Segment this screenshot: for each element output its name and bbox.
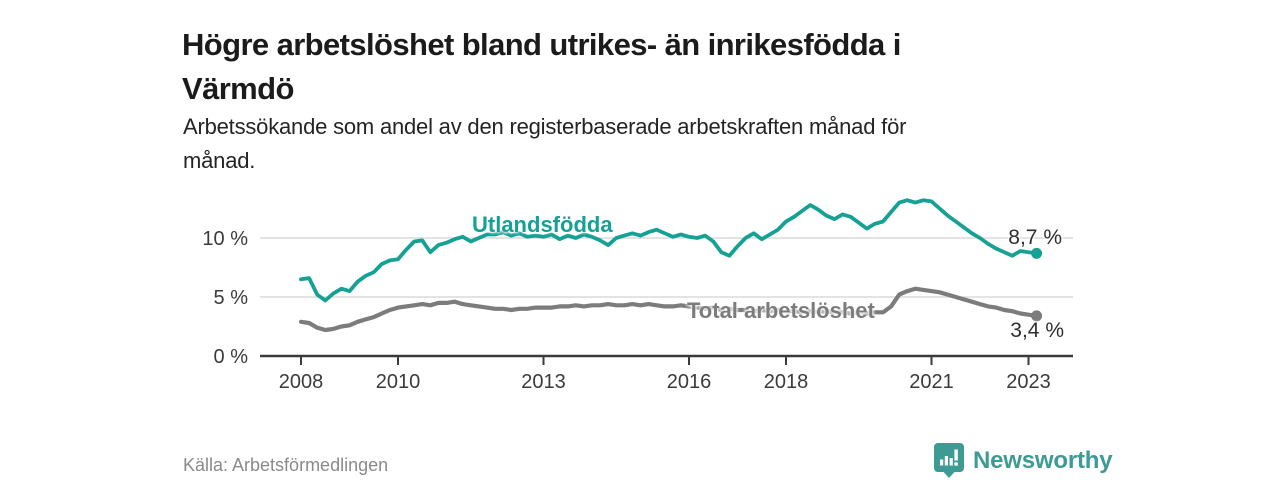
newsworthy-logo[interactable]: Newsworthy	[934, 443, 1113, 478]
series-end-dot-1	[1031, 310, 1043, 322]
chart-title: Högre arbetslöshet bland utrikes- än inr…	[182, 23, 1242, 111]
x-axis-tick-label: 2008	[279, 371, 324, 393]
bar-chart-bubble-icon	[934, 443, 964, 478]
end-value-label-total-arbetsloshet: 3,4 %	[1010, 319, 1064, 342]
x-axis-tick-label: 2013	[521, 371, 566, 393]
series-line-0	[299, 198, 1039, 303]
y-axis-tick-label: 0 %	[214, 346, 249, 368]
series-line-1	[298, 286, 1039, 333]
y-axis-tick-label: 10 %	[202, 228, 248, 250]
y-axis-tick-label: 5 %	[214, 287, 249, 309]
end-value-label-utlandsfodda: 8,7 %	[1008, 226, 1062, 249]
chart-title-line1: Högre arbetslöshet bland utrikes- än inr…	[182, 26, 901, 62]
chart-subtitle-line2: månad.	[183, 148, 256, 173]
chart-subtitle: Arbetssökande som andel av den registerb…	[183, 110, 1243, 178]
chart-subtitle-line1: Arbetssökande som andel av den registerb…	[183, 114, 907, 139]
chart-title-line2: Värmdö	[182, 70, 294, 106]
x-axis-tick-label: 2016	[667, 371, 712, 393]
x-axis-tick-label: 2010	[376, 371, 421, 393]
x-axis-tick-label: 2021	[909, 371, 954, 393]
x-axis-tick-label: 2018	[764, 371, 809, 393]
x-axis-tick-label: 2023	[1006, 371, 1051, 393]
series-end-dot-0	[1031, 247, 1043, 259]
series-label-utlandsfodda: Utlandsfödda	[472, 212, 613, 237]
newsworthy-wordmark: Newsworthy	[973, 446, 1113, 474]
source-note: Källa: Arbetsförmedlingen	[183, 455, 389, 475]
series-label-total-arbetsloshet: Total arbetslöshet	[687, 298, 875, 323]
